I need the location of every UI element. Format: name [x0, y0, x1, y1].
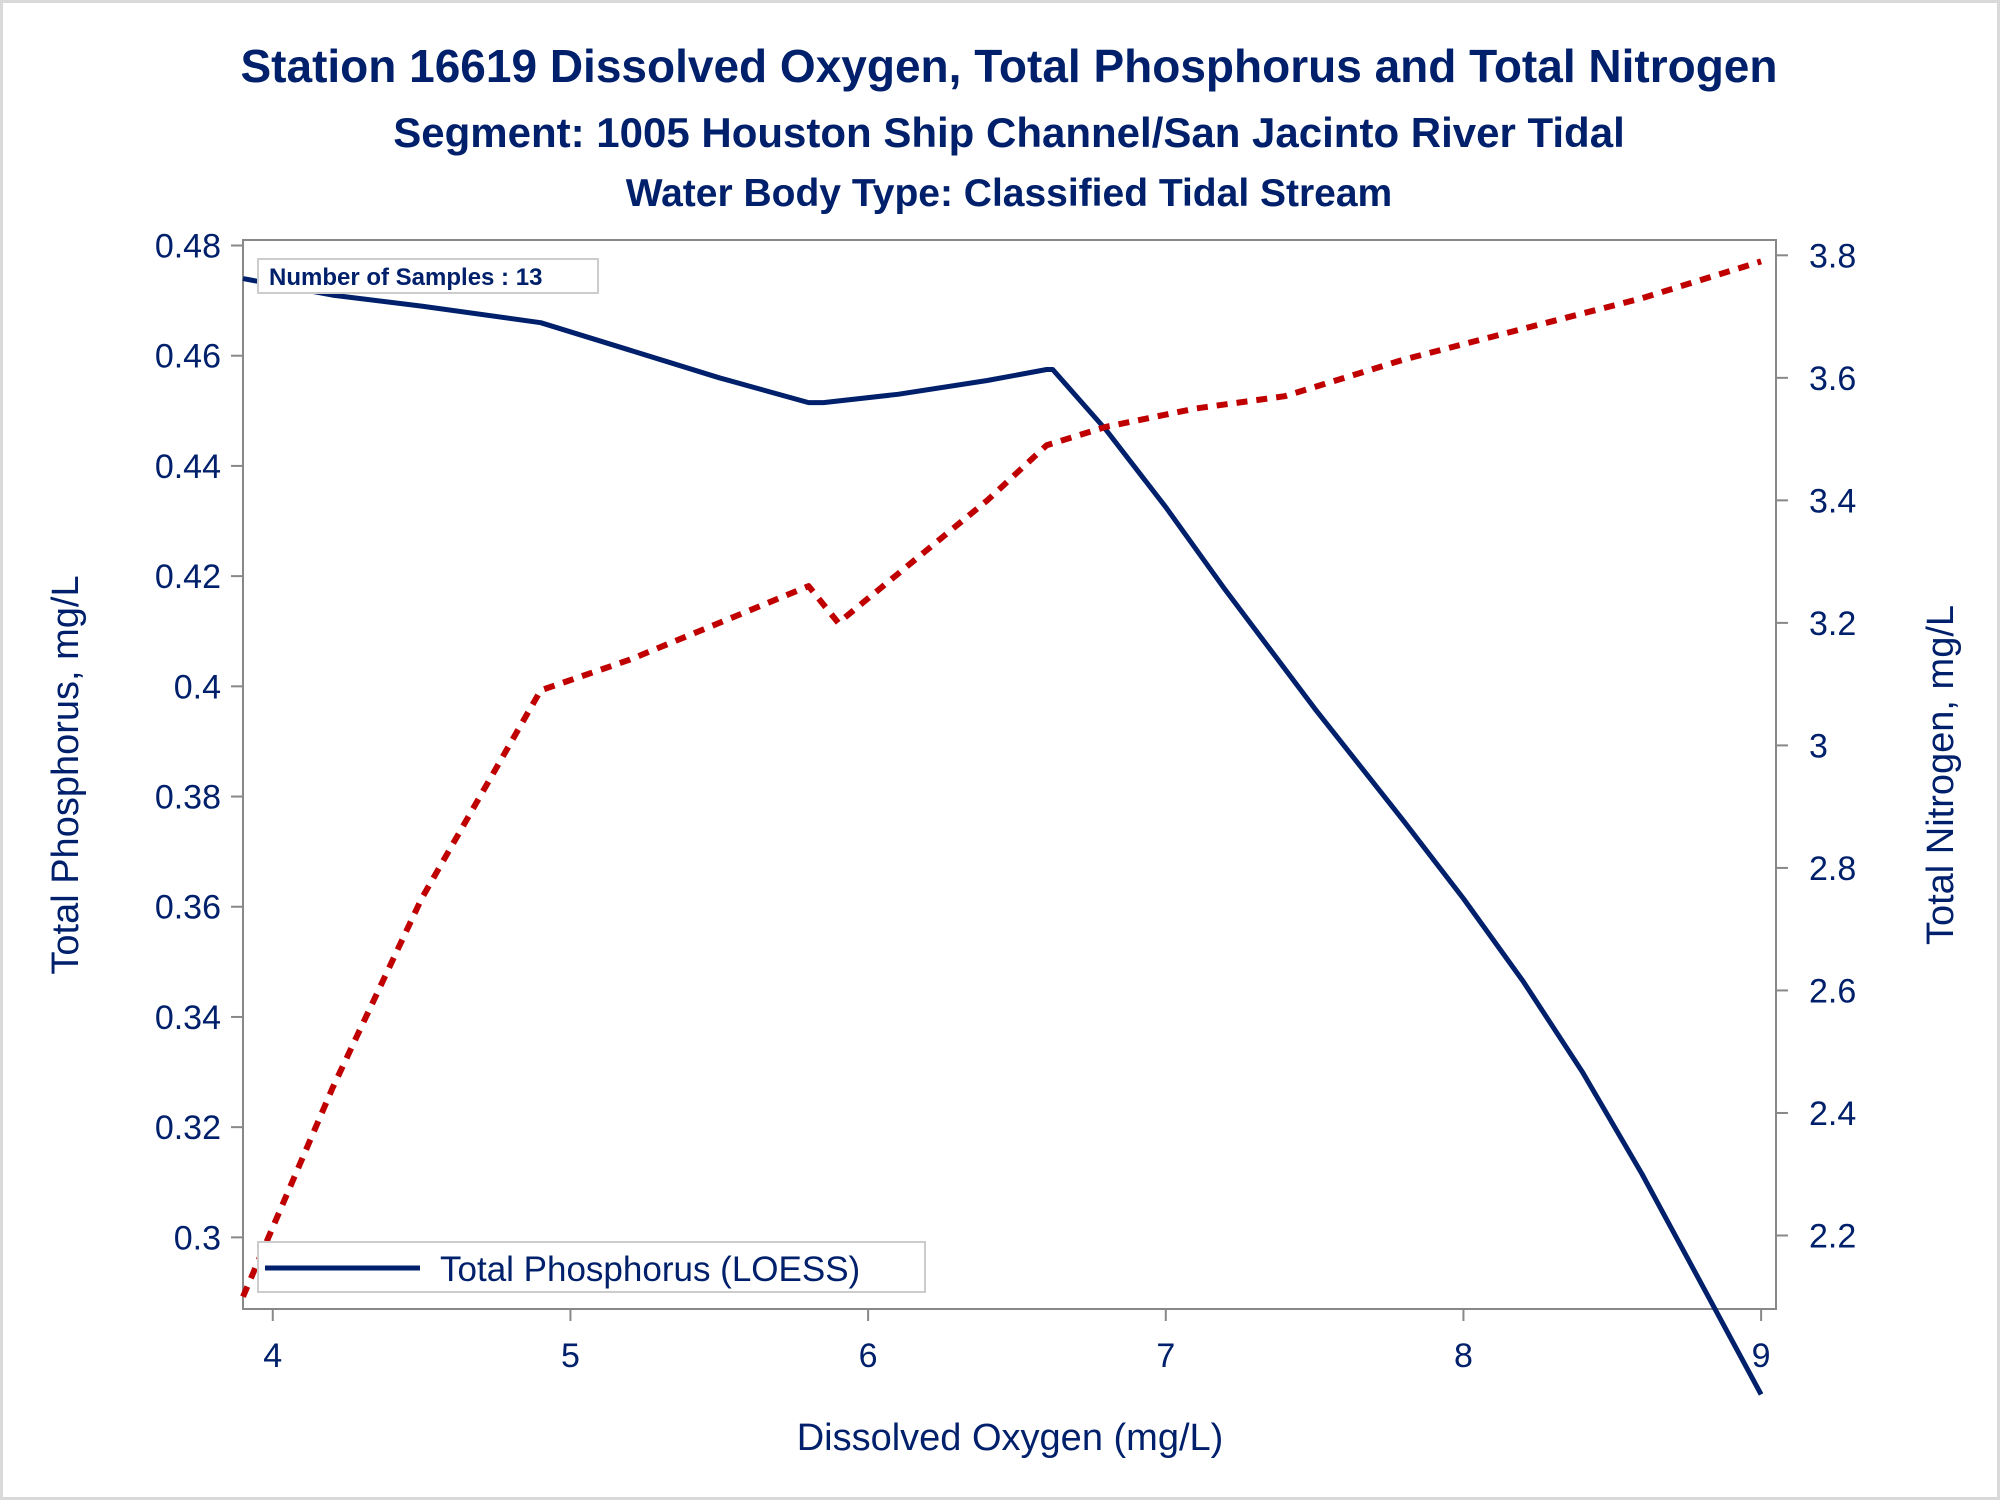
x-axis-label: Dissolved Oxygen (mg/L): [797, 1417, 1224, 1459]
y-axis-ticks: 0.3 0.32 0.34 0.36 0.38 0.4 0.42 0.44 0.46 0.48: [155, 228, 243, 1257]
chart-subtitle-2: Water Body Type: Classified Tidal Stream: [626, 172, 1392, 215]
y2-tick-label: 2.8: [1809, 850, 1856, 888]
chart-title: Station 16619 Dissolved Oxygen, Total Ph…: [240, 40, 1777, 92]
y2-tick-label: 2.4: [1809, 1095, 1856, 1133]
y-tick-label: 0.34: [155, 999, 221, 1037]
y2-tick-label: 2.6: [1809, 972, 1856, 1010]
annotation-text: Number of Samples : 13: [269, 264, 542, 291]
annotation-box: [257, 258, 599, 294]
y2-axis-ticks: 2.2 2.4 2.6 2.8 3 3.2 3.4 3.6 3.8: [1776, 237, 1856, 1255]
y2-axis-label: Total Nitrogen, mg/L: [1920, 605, 1962, 945]
y-tick-label: 0.32: [155, 1109, 221, 1147]
x-tick-label: 5: [561, 1337, 580, 1375]
y2-tick-label: 3: [1809, 727, 1828, 765]
x-tick-label: 7: [1156, 1337, 1175, 1375]
legend: Total Phosphorus (LOESS): [257, 1241, 926, 1293]
chart-subtitle: Segment: 1005 Houston Ship Channel/San J…: [393, 109, 1625, 156]
x-tick-label: 6: [859, 1337, 878, 1375]
x-tick-label: 4: [263, 1337, 282, 1375]
y-tick-label: 0.3: [174, 1219, 221, 1257]
legend-entry-label: Total Phosphorus (LOESS): [440, 1250, 860, 1289]
plot-area: [242, 239, 1777, 1310]
y2-tick-label: 3.2: [1809, 605, 1856, 643]
y-tick-label: 0.42: [155, 558, 221, 596]
y2-tick-label: 3.8: [1809, 237, 1856, 275]
y2-tick-label: 3.4: [1809, 482, 1856, 520]
series-layer: [240, 258, 1764, 1396]
y-tick-label: 0.48: [155, 228, 221, 266]
y-tick-label: 0.44: [155, 448, 221, 486]
y-tick-label: 0.46: [155, 338, 221, 376]
total-nitrogen-line: [240, 258, 1762, 1298]
legend-box: [257, 1241, 926, 1293]
y2-tick-label: 3.6: [1809, 360, 1856, 398]
y-tick-label: 0.38: [155, 779, 221, 817]
y2-tick-label: 2.2: [1809, 1217, 1856, 1255]
x-axis-ticks: 4 5 6 7 8 9: [263, 1309, 1771, 1375]
x-tick-label: 9: [1752, 1337, 1771, 1375]
y-axis-label: Total Phosphorus, mg/L: [45, 575, 87, 974]
x-tick-label: 8: [1454, 1337, 1473, 1375]
total-phosphorus-line: [242, 276, 1764, 1396]
y-tick-label: 0.4: [174, 668, 221, 706]
y-tick-label: 0.36: [155, 889, 221, 927]
sample-count-annotation: Number of Samples : 13: [257, 258, 599, 294]
